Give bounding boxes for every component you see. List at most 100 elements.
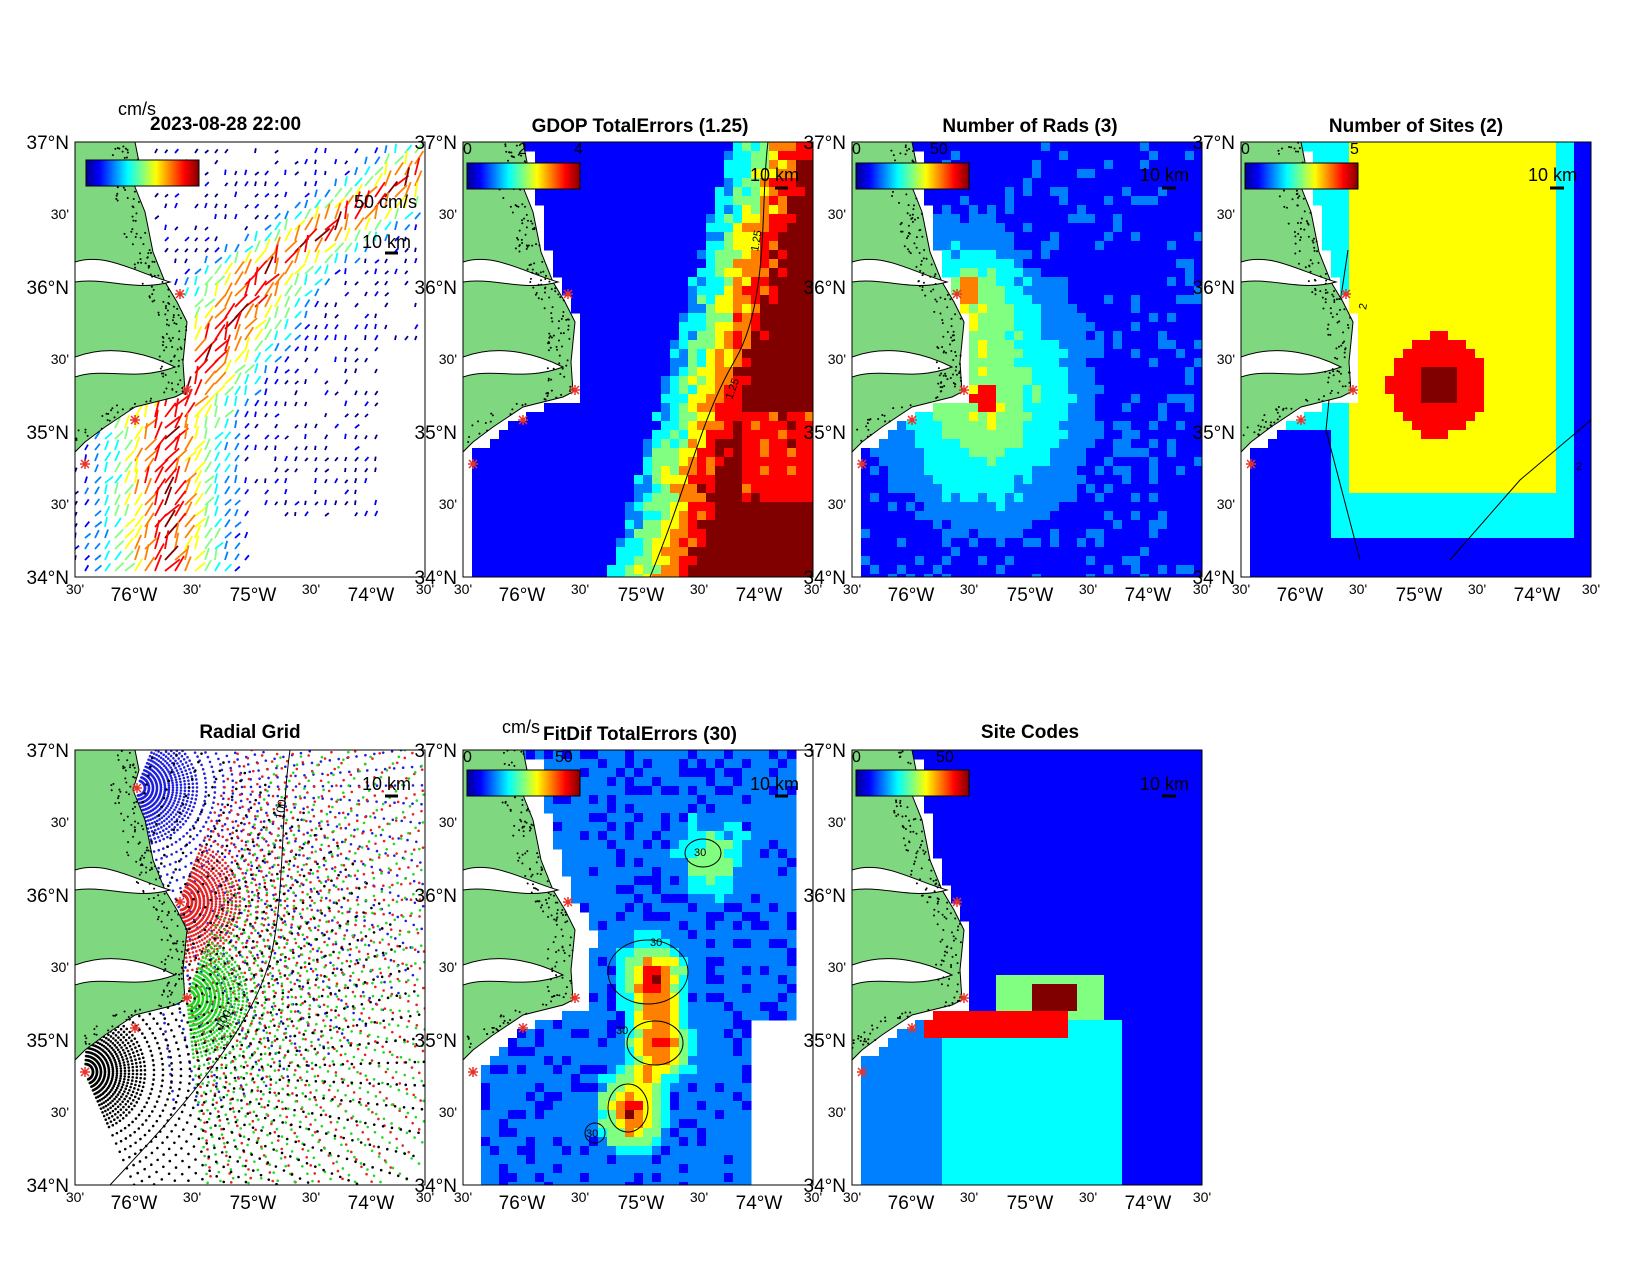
- grid-cell: [1014, 466, 1024, 476]
- velocity-vector: [314, 198, 322, 209]
- grid-cell: [796, 484, 806, 494]
- grid-cell: [1167, 475, 1177, 485]
- grid-cell: [643, 376, 653, 386]
- marsh-dot: [168, 295, 171, 298]
- grid-cell: [1041, 340, 1051, 350]
- grid-cell: [805, 556, 813, 566]
- grid-cell: [978, 502, 988, 512]
- grid-cell: [1176, 511, 1186, 521]
- grid-cell: [787, 268, 797, 278]
- grid-cell: [1158, 205, 1168, 215]
- grid-cell: [724, 277, 734, 287]
- grid-cell: [472, 511, 482, 521]
- velocity-vector: [224, 148, 229, 154]
- grid-cell: [1547, 178, 1557, 188]
- marsh-dot: [505, 150, 508, 153]
- grid-cell: [870, 565, 880, 575]
- velocity-vector: [124, 517, 136, 528]
- grid-cell: [616, 259, 626, 269]
- grid-cell: [1158, 412, 1168, 422]
- velocity-vector: [364, 206, 377, 220]
- velocity-vector: [234, 170, 238, 176]
- grid-cell: [472, 493, 482, 503]
- grid-cell: [1032, 349, 1042, 359]
- grid-cell: [1185, 340, 1195, 350]
- marsh-dot: [539, 271, 542, 274]
- grid-cell: [969, 502, 979, 512]
- grid-cell: [1014, 286, 1024, 296]
- grid-cell: [580, 376, 590, 386]
- grid-cell: [769, 448, 779, 458]
- grid-cell: [1149, 250, 1159, 260]
- velocity-vector: [244, 510, 250, 517]
- grid-cell: [1068, 376, 1078, 386]
- grid-cell: [616, 385, 626, 395]
- grid-cell: [1032, 187, 1042, 197]
- timestamp-title: 2023-08-28 22:00: [150, 114, 301, 135]
- grid-cell: [706, 475, 716, 485]
- grid-cell: [1475, 223, 1485, 233]
- grid-cell: [924, 529, 934, 539]
- velocity-vector: [214, 517, 223, 528]
- grid-cell: [697, 421, 707, 431]
- grid-cell: [670, 511, 680, 521]
- grid-cell: [634, 286, 644, 296]
- velocity-vector: [364, 217, 371, 231]
- grid-cell: [978, 520, 988, 530]
- velocity-vector: [324, 264, 329, 275]
- grid-cell: [643, 421, 653, 431]
- grid-cell: [1565, 160, 1575, 170]
- grid-cell: [688, 538, 698, 548]
- grid-cell: [1077, 457, 1087, 467]
- grid-cell: [1050, 412, 1060, 422]
- grid-cell: [1113, 466, 1123, 476]
- marsh-dot: [521, 222, 524, 225]
- velocity-vector: [264, 293, 273, 308]
- velocity-vector: [154, 519, 161, 539]
- marsh-dot: [923, 249, 926, 252]
- grid-cell: [1412, 205, 1422, 215]
- grid-cell: [787, 394, 797, 404]
- grid-cell: [733, 457, 743, 467]
- grid-cell: [778, 160, 788, 170]
- grid-cell: [499, 565, 509, 575]
- grid-cell: [1457, 259, 1467, 269]
- grid-cell: [571, 187, 581, 197]
- marsh-dot: [953, 385, 956, 388]
- grid-cell: [769, 403, 779, 413]
- grid-cell: [661, 430, 671, 440]
- velocity-vector: [294, 263, 306, 275]
- grid-cell: [760, 160, 770, 170]
- grid-cell: [987, 493, 997, 503]
- grid-cell: [1122, 457, 1132, 467]
- grid-cell: [652, 142, 662, 152]
- grid-cell: [978, 286, 988, 296]
- grid-cell: [643, 457, 653, 467]
- grid-cell: [1077, 196, 1087, 206]
- grid-cell: [1394, 169, 1404, 179]
- grid-cell: [517, 430, 527, 440]
- grid-cell: [1439, 250, 1449, 260]
- grid-cell: [996, 340, 1006, 350]
- grid-cell: [1122, 439, 1132, 449]
- velocity-vector: [224, 463, 231, 473]
- grid-cell: [769, 286, 779, 296]
- site-marker: [959, 385, 969, 395]
- velocity-vector: [194, 517, 207, 528]
- grid-cell: [796, 565, 806, 575]
- grid-cell: [969, 412, 979, 422]
- velocity-vector: [364, 291, 368, 297]
- grid-cell: [951, 439, 961, 449]
- grid-cell: [960, 142, 970, 152]
- velocity-vector: [214, 306, 227, 319]
- velocity-vector: [384, 258, 388, 264]
- grid-cell: [706, 574, 716, 577]
- grid-cell: [1005, 493, 1015, 503]
- grid-cell: [688, 304, 698, 314]
- grid-cell: [942, 475, 952, 485]
- grid-cell: [1050, 493, 1060, 503]
- velocity-vector: [194, 203, 199, 209]
- site-marker: [518, 415, 528, 425]
- velocity-vector: [324, 218, 340, 231]
- grid-cell: [634, 196, 644, 206]
